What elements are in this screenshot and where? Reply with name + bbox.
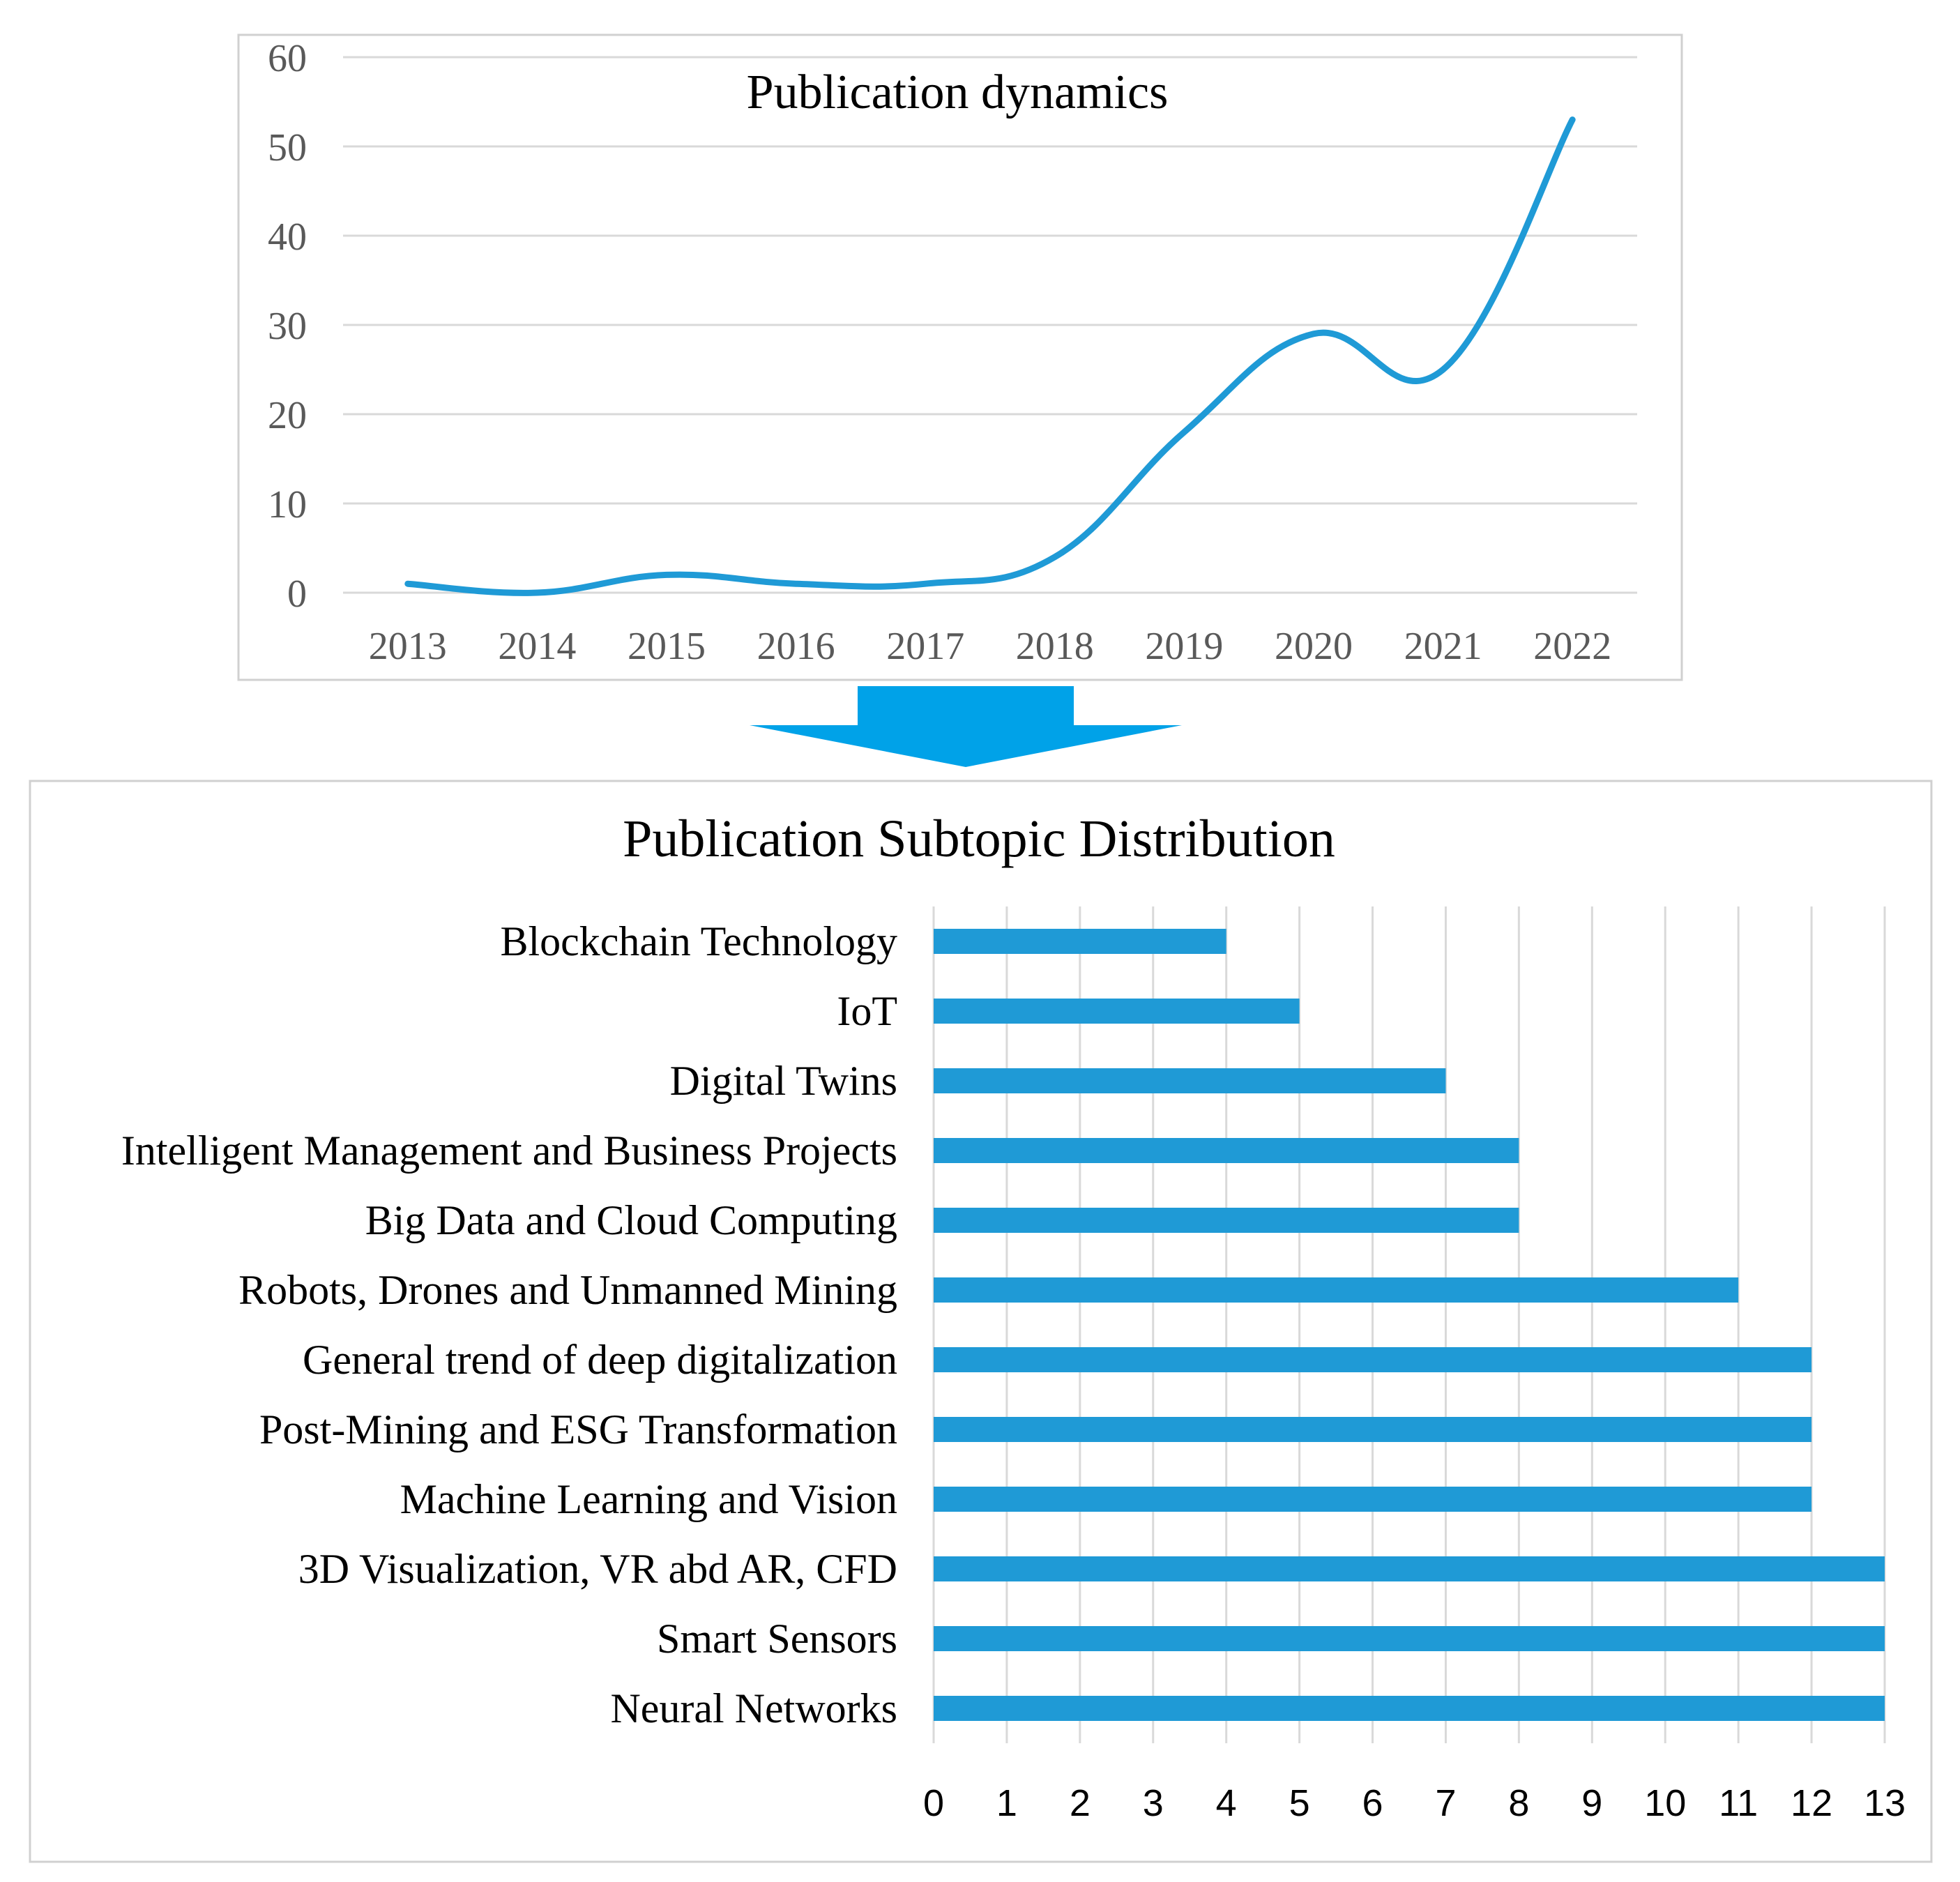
- line-x-tick-label: 2019: [1145, 625, 1223, 668]
- line-y-tick-label: 30: [268, 305, 307, 348]
- line-y-tick-label: 0: [287, 572, 307, 616]
- bar: [934, 999, 1300, 1024]
- bar-chart-title: Publication Subtopic Distribution: [623, 810, 1335, 868]
- line-x-tick-label: 2013: [369, 625, 447, 668]
- bar-x-tick-label: 4: [1216, 1782, 1237, 1824]
- bar-x-tick-label: 8: [1508, 1782, 1529, 1824]
- line-x-tick-label: 2017: [886, 625, 964, 668]
- bar: [934, 1696, 1885, 1721]
- bar: [934, 1626, 1885, 1651]
- bar: [934, 1068, 1446, 1093]
- line-y-tick-label: 60: [268, 37, 307, 80]
- bar: [934, 1138, 1519, 1163]
- bar-chart-category-labels: Blockchain Technology IoT Digital Twins Int…: [121, 918, 897, 1731]
- bar: [934, 1347, 1812, 1372]
- down-arrow-icon: [750, 686, 1182, 767]
- bar-category-label: Blockchain Technology: [500, 918, 897, 964]
- bar: [934, 1417, 1812, 1442]
- line-y-tick-label: 10: [268, 483, 307, 526]
- bar: [934, 929, 1226, 954]
- line-y-tick-label: 20: [268, 394, 307, 437]
- bar-x-tick-label: 2: [1070, 1782, 1091, 1824]
- bar-x-tick-label: 0: [923, 1782, 944, 1824]
- bar-chart-frame: [29, 780, 1933, 1863]
- bar-category-label: Machine Learning and Vision: [400, 1476, 897, 1522]
- bar-category-label: Smart Sensors: [657, 1616, 897, 1662]
- line-x-tick-label: 2020: [1275, 625, 1353, 668]
- line-x-tick-label: 2018: [1016, 625, 1094, 668]
- bar-chart: Publication Subtopic Distribution Blockc…: [29, 780, 1933, 1863]
- bar-x-tick-label: 9: [1581, 1782, 1602, 1824]
- bar: [934, 1556, 1885, 1581]
- bar: [934, 1277, 1739, 1303]
- bar-x-tick-label: 11: [1719, 1782, 1758, 1824]
- line-chart-x-ticks: 2013 2014 2015 2016 2017 2018 2019 2020 2021 2022: [369, 625, 1611, 668]
- bar-x-tick-label: 13: [1864, 1782, 1906, 1824]
- line-y-tick-label: 50: [268, 126, 307, 169]
- bar-x-tick-label: 1: [996, 1782, 1017, 1824]
- line-x-tick-label: 2014: [498, 625, 576, 668]
- bar-category-label: Neural Networks: [610, 1685, 897, 1731]
- line-chart-y-ticks: 0 10 20 30 40 50 60: [268, 37, 307, 616]
- bar-x-tick-label: 5: [1289, 1782, 1310, 1824]
- line-x-tick-label: 2022: [1533, 625, 1611, 668]
- line-series-publications: [404, 116, 1576, 596]
- bar-chart-bars: [934, 929, 1885, 1721]
- line-y-tick-label: 40: [268, 215, 307, 259]
- bar-x-tick-label: 10: [1644, 1782, 1686, 1824]
- bar-category-label: IoT: [837, 988, 897, 1034]
- bar-category-label: General trend of deep digitalization: [303, 1337, 897, 1383]
- bar-x-tick-label: 12: [1791, 1782, 1832, 1824]
- bar-category-label: Intelligent Management and Business Proj…: [121, 1128, 897, 1174]
- bar: [934, 1487, 1812, 1512]
- bar-x-tick-label: 3: [1143, 1782, 1164, 1824]
- bar-chart-x-ticks: 0 1 2 3 4 5 6 7 8 9 10 11 12 13: [923, 1782, 1906, 1824]
- line-x-tick-label: 2016: [757, 625, 835, 668]
- line-chart-title: Publication dynamics: [747, 66, 1169, 119]
- line-x-tick-label: 2021: [1404, 625, 1482, 668]
- bar-category-label: Digital Twins: [670, 1058, 897, 1104]
- bar-x-tick-label: 6: [1362, 1782, 1383, 1824]
- bar-category-label: Post-Mining and ESG Transformation: [259, 1406, 897, 1452]
- bar-category-label: 3D Visualization, VR abd AR, CFD: [298, 1546, 897, 1592]
- line-x-tick-label: 2015: [628, 625, 706, 668]
- bar-x-tick-label: 7: [1435, 1782, 1456, 1824]
- bar-category-label: Robots, Drones and Unmanned Mining: [238, 1267, 897, 1313]
- line-chart-frame: [237, 33, 1683, 681]
- bar-category-label: Big Data and Cloud Computing: [365, 1197, 897, 1243]
- bar-chart-gridlines: [932, 906, 1886, 1743]
- bar: [934, 1208, 1519, 1233]
